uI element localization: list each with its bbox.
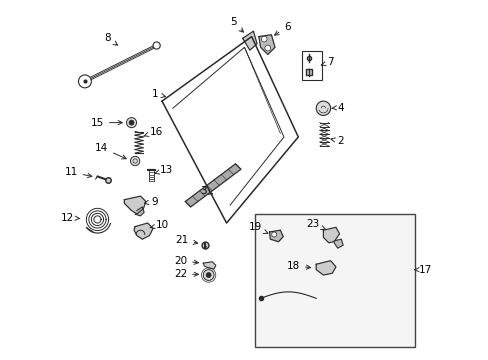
Polygon shape: [135, 207, 144, 216]
Circle shape: [129, 120, 134, 125]
Text: 15: 15: [90, 118, 122, 128]
Text: 21: 21: [175, 235, 197, 245]
Circle shape: [78, 75, 91, 88]
Text: 4: 4: [331, 103, 344, 113]
Polygon shape: [258, 35, 274, 54]
Circle shape: [126, 118, 136, 128]
Circle shape: [264, 45, 270, 51]
Polygon shape: [134, 223, 153, 239]
Text: 18: 18: [286, 261, 310, 271]
Circle shape: [316, 101, 330, 116]
Text: 10: 10: [150, 220, 168, 230]
Text: 9: 9: [144, 197, 158, 207]
Polygon shape: [242, 31, 257, 50]
Text: 2: 2: [330, 136, 344, 146]
Circle shape: [271, 232, 276, 237]
Circle shape: [153, 42, 160, 49]
Circle shape: [206, 273, 211, 278]
Text: 14: 14: [95, 143, 126, 159]
Circle shape: [203, 270, 214, 280]
Text: 7: 7: [321, 57, 333, 67]
Text: 22: 22: [174, 269, 198, 279]
Polygon shape: [316, 261, 335, 275]
Text: 8: 8: [104, 33, 117, 45]
Polygon shape: [185, 164, 241, 207]
Polygon shape: [323, 227, 339, 243]
Text: 17: 17: [414, 265, 431, 275]
Text: 5: 5: [229, 17, 243, 32]
Polygon shape: [124, 196, 145, 214]
Polygon shape: [203, 262, 215, 269]
Text: 20: 20: [174, 256, 198, 266]
Text: 3: 3: [200, 186, 212, 196]
Text: 1: 1: [151, 89, 165, 99]
Text: 6: 6: [274, 22, 290, 35]
Text: 13: 13: [154, 165, 173, 175]
Circle shape: [130, 156, 140, 166]
Text: 16: 16: [143, 127, 163, 136]
Polygon shape: [269, 230, 283, 242]
Polygon shape: [333, 239, 343, 248]
FancyBboxPatch shape: [255, 214, 414, 347]
Text: 11: 11: [64, 167, 92, 177]
Text: 23: 23: [306, 219, 325, 229]
Circle shape: [261, 36, 266, 42]
Text: 19: 19: [248, 222, 267, 233]
Text: 12: 12: [61, 213, 80, 222]
